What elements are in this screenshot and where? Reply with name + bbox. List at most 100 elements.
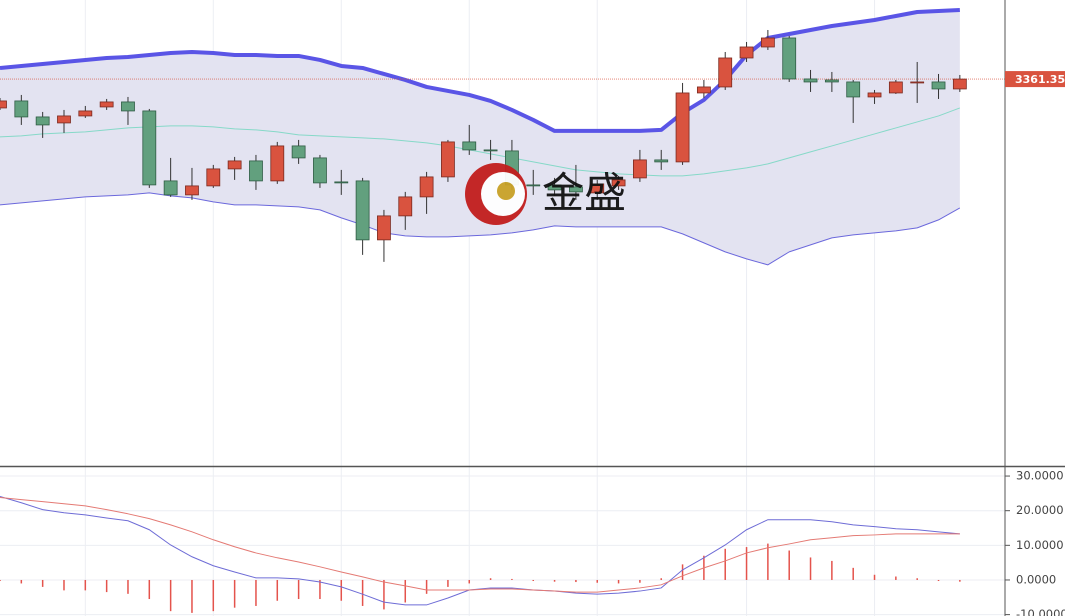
candle-body	[35, 116, 50, 126]
band-line-middle	[0, 107, 961, 177]
histogram-bar	[809, 557, 812, 580]
histogram-bar	[468, 579, 471, 584]
histogram-bar	[660, 578, 662, 580]
histogram-bar	[895, 576, 897, 580]
candle-body	[121, 101, 135, 112]
macd-line	[0, 496, 960, 606]
candle-body	[313, 157, 327, 184]
candle-body	[547, 184, 562, 191]
y-tick-label: -10.0000	[1016, 607, 1065, 616]
histogram-bar	[745, 547, 748, 580]
histogram-bar	[788, 550, 790, 580]
histogram-bar	[105, 579, 108, 593]
price-tag-box	[1005, 71, 1065, 88]
histogram-bar	[553, 579, 556, 582]
histogram-bar	[831, 560, 833, 580]
watermark-text: 金盛	[542, 169, 626, 218]
candle-body	[185, 185, 199, 196]
candle-body	[99, 101, 114, 108]
candle-body	[227, 160, 242, 170]
histogram-bar	[489, 578, 492, 580]
histogram-bar	[639, 579, 641, 583]
histogram-bar	[447, 579, 449, 587]
histogram-bar	[404, 579, 407, 603]
candle-body	[739, 46, 754, 59]
histogram-bar	[959, 579, 961, 582]
histogram-bar	[276, 579, 279, 601]
candle-body	[419, 176, 434, 198]
candle-body	[569, 186, 583, 193]
candle-body	[14, 100, 29, 118]
candle-body	[57, 115, 71, 124]
candle-body	[270, 145, 285, 182]
candle-body	[718, 57, 733, 88]
candle-body	[163, 180, 178, 196]
price-tag: 3361.35	[1005, 71, 1065, 88]
histogram-bar	[0, 579, 1, 582]
candle-body	[760, 37, 775, 48]
candle-body	[888, 81, 903, 94]
candle-body	[846, 81, 861, 98]
histogram-bar	[340, 579, 343, 601]
band-line-lower	[0, 192, 961, 266]
macd-panel: 30.0000 20.0000 10.0000 0.0000 -10.0000	[0, 469, 1065, 616]
candle-body	[142, 110, 157, 186]
candle-body	[611, 179, 626, 187]
candle-body	[355, 180, 370, 241]
candle-body	[931, 81, 946, 90]
histogram-bar	[169, 579, 172, 612]
histogram-bar	[319, 579, 321, 600]
candle-body	[910, 81, 925, 84]
candle-body	[334, 181, 349, 184]
candle-body	[590, 183, 605, 194]
candle-body	[462, 141, 477, 151]
candle-body	[441, 141, 455, 178]
candle-body	[398, 196, 413, 217]
y-tick-label: 10.0000	[1016, 538, 1064, 552]
candle-body	[291, 145, 306, 159]
histogram-bar	[383, 579, 385, 610]
candle-body	[206, 168, 221, 187]
candle-body	[78, 110, 93, 117]
candle-body	[483, 149, 498, 152]
histogram-bar	[191, 579, 193, 613]
histogram-bar	[148, 579, 151, 600]
price-panel	[0, 7, 1005, 266]
histogram-bar	[297, 579, 300, 600]
histogram-bar	[361, 579, 364, 606]
y-tick-label: 20.0000	[1016, 503, 1064, 517]
histogram-bar	[511, 578, 513, 580]
histogram-bar	[873, 574, 876, 580]
band-line-upper	[0, 7, 960, 133]
histogram-bar	[617, 579, 620, 584]
histogram-bar	[724, 548, 726, 580]
candle-body	[633, 159, 647, 179]
y-tick-label: 0.0000	[1016, 572, 1056, 586]
histogram-bar	[767, 543, 769, 580]
candle-body	[782, 37, 797, 80]
candle-body	[249, 160, 263, 182]
histogram-bar	[916, 578, 918, 580]
histogram-bar	[20, 579, 23, 584]
candle-body	[824, 79, 839, 83]
band-fill	[0, 9, 960, 265]
watermark: 金盛	[465, 163, 626, 225]
macd-line	[0, 497, 960, 593]
histogram-bar	[681, 564, 684, 580]
candle-body	[526, 184, 541, 187]
candle-body	[675, 92, 690, 163]
histogram-bar	[596, 579, 598, 583]
histogram-bar	[937, 579, 940, 582]
histogram-bar	[233, 579, 236, 608]
candle-body	[377, 215, 391, 241]
y-tick-label: 30.0000	[1016, 469, 1064, 483]
candle-body	[654, 159, 669, 163]
histogram-bar	[575, 579, 577, 583]
histogram-bar	[425, 579, 428, 594]
histogram-bar	[212, 579, 215, 612]
histogram-bar	[532, 579, 534, 582]
logo-dot	[497, 182, 515, 200]
histogram-bar	[63, 579, 65, 591]
candle-body	[696, 86, 711, 94]
